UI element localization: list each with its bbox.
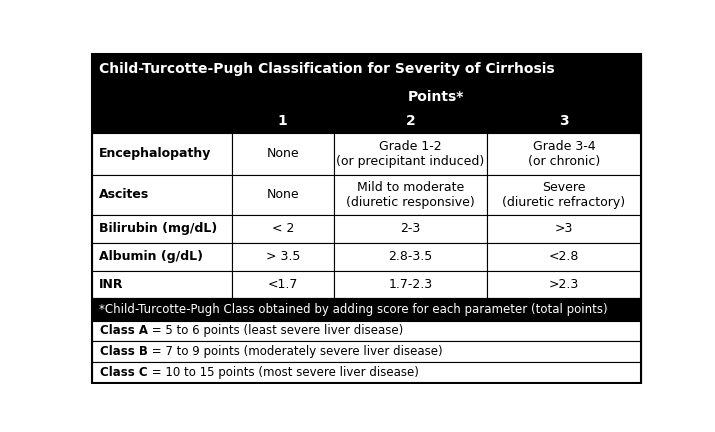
Text: 2.8-3.5: 2.8-3.5 xyxy=(388,250,433,263)
Bar xyxy=(92,175,232,215)
Bar xyxy=(92,341,641,362)
Text: Mild to moderate
(diuretic responsive): Mild to moderate (diuretic responsive) xyxy=(346,181,475,209)
Text: Points*: Points* xyxy=(408,90,465,104)
Bar xyxy=(333,270,487,299)
Text: Class A: Class A xyxy=(100,324,149,337)
Bar xyxy=(487,175,641,215)
Text: Class C: Class C xyxy=(100,366,148,379)
Text: Child-Turcotte-Pugh Classification for Severity of Cirrhosis: Child-Turcotte-Pugh Classification for S… xyxy=(99,62,554,76)
Bar xyxy=(487,109,641,133)
Bar xyxy=(92,270,232,299)
Text: Bilirubin (mg/dL): Bilirubin (mg/dL) xyxy=(99,222,217,235)
Text: >3: >3 xyxy=(555,222,573,235)
Text: < 2: < 2 xyxy=(272,222,294,235)
Text: <1.7: <1.7 xyxy=(267,278,298,291)
Bar xyxy=(333,109,487,133)
Text: Class B: Class B xyxy=(100,345,148,358)
Text: Grade 1-2
(or precipitant induced): Grade 1-2 (or precipitant induced) xyxy=(336,140,485,168)
Bar xyxy=(487,243,641,270)
Bar xyxy=(232,270,333,299)
Bar xyxy=(333,133,487,175)
Text: Albumin (g/dL): Albumin (g/dL) xyxy=(99,250,203,263)
Bar xyxy=(333,215,487,243)
Bar xyxy=(92,362,641,383)
Text: = 10 to 15 points (most severe liver disease): = 10 to 15 points (most severe liver dis… xyxy=(148,366,419,379)
Text: 2-3: 2-3 xyxy=(400,222,420,235)
Text: Severe
(diuretic refractory): Severe (diuretic refractory) xyxy=(503,181,626,209)
Bar xyxy=(232,175,333,215)
Bar xyxy=(232,133,333,175)
Text: INR: INR xyxy=(99,278,124,291)
Bar xyxy=(92,299,641,321)
Bar xyxy=(92,54,641,85)
Text: 1: 1 xyxy=(278,114,287,128)
Text: Ascites: Ascites xyxy=(99,188,149,201)
Text: 3: 3 xyxy=(559,114,568,128)
Text: Grade 3-4
(or chronic): Grade 3-4 (or chronic) xyxy=(528,140,600,168)
Text: >2.3: >2.3 xyxy=(549,278,579,291)
Bar xyxy=(92,109,232,133)
Bar xyxy=(232,215,333,243)
Bar xyxy=(92,243,232,270)
Bar xyxy=(92,215,232,243)
Bar xyxy=(487,215,641,243)
Bar xyxy=(333,243,487,270)
Text: <2.8: <2.8 xyxy=(548,250,579,263)
Text: 2: 2 xyxy=(405,114,415,128)
Text: None: None xyxy=(267,188,299,201)
Bar xyxy=(232,85,641,109)
Bar xyxy=(92,85,232,109)
Bar xyxy=(92,321,641,341)
Bar xyxy=(232,243,333,270)
Text: *Child-Turcotte-Pugh Class obtained by adding score for each parameter (total po: *Child-Turcotte-Pugh Class obtained by a… xyxy=(99,303,608,316)
Bar xyxy=(487,133,641,175)
Text: Encephalopathy: Encephalopathy xyxy=(99,147,212,160)
Text: = 7 to 9 points (moderately severe liver disease): = 7 to 9 points (moderately severe liver… xyxy=(148,345,443,358)
Text: > 3.5: > 3.5 xyxy=(265,250,300,263)
Text: 1.7-2.3: 1.7-2.3 xyxy=(388,278,433,291)
Bar xyxy=(92,133,232,175)
Text: None: None xyxy=(267,147,299,160)
Bar xyxy=(333,175,487,215)
Text: = 5 to 6 points (least severe liver disease): = 5 to 6 points (least severe liver dise… xyxy=(149,324,404,337)
Bar xyxy=(487,270,641,299)
Bar xyxy=(232,109,333,133)
